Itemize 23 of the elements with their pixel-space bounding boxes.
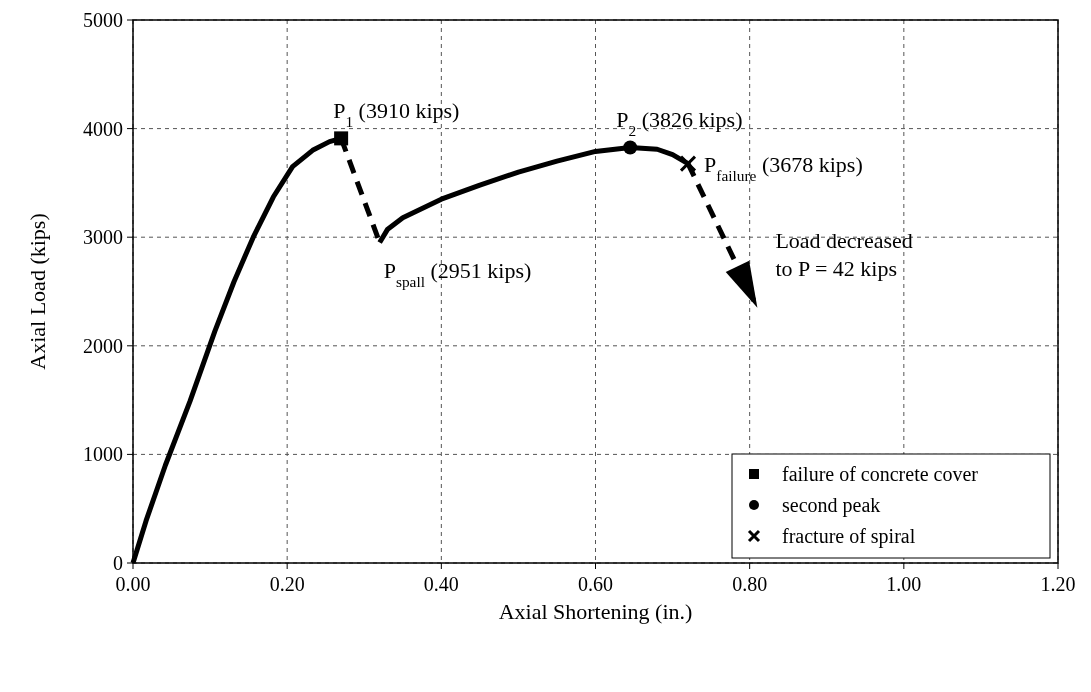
annotation: P$_{2}$ (3826 kips): [616, 107, 743, 139]
legend-label: second peak: [782, 494, 881, 517]
y-tick-label: 0: [113, 552, 123, 574]
y-tick-label: 1000: [83, 443, 123, 466]
legend-label: failure of concrete cover: [782, 463, 979, 485]
x-tick-label: 0.20: [269, 573, 305, 595]
x-tick-label: 0.80: [732, 573, 768, 595]
annotation: P$_{failure}$ (3678 kips): [704, 151, 863, 184]
x-tick-label: 0.00: [115, 573, 151, 595]
annotation: P$_{spall}$ (2951 kips): [383, 257, 532, 290]
y-tick-label: 2000: [83, 334, 123, 357]
y-axis-title: Axial Load (kips): [25, 213, 50, 370]
annotation: Load decreased to P = 42 kips: [775, 227, 913, 281]
x-tick-label: 1.20: [1040, 573, 1076, 595]
y-tick-label: 5000: [83, 9, 123, 31]
y-tick-label: 4000: [83, 117, 123, 140]
x-tick-label: 1.00: [886, 573, 922, 595]
x-tick-label: 0.60: [578, 573, 613, 595]
y-tick-label: 3000: [83, 226, 123, 249]
annotation: P$_{1}$ (3910 kips): [333, 98, 460, 130]
x-axis-title: Axial Shortening (in.): [498, 599, 693, 624]
x-tick-label: 0.40: [423, 573, 459, 595]
legend-label: fracture of spiral: [782, 525, 916, 548]
